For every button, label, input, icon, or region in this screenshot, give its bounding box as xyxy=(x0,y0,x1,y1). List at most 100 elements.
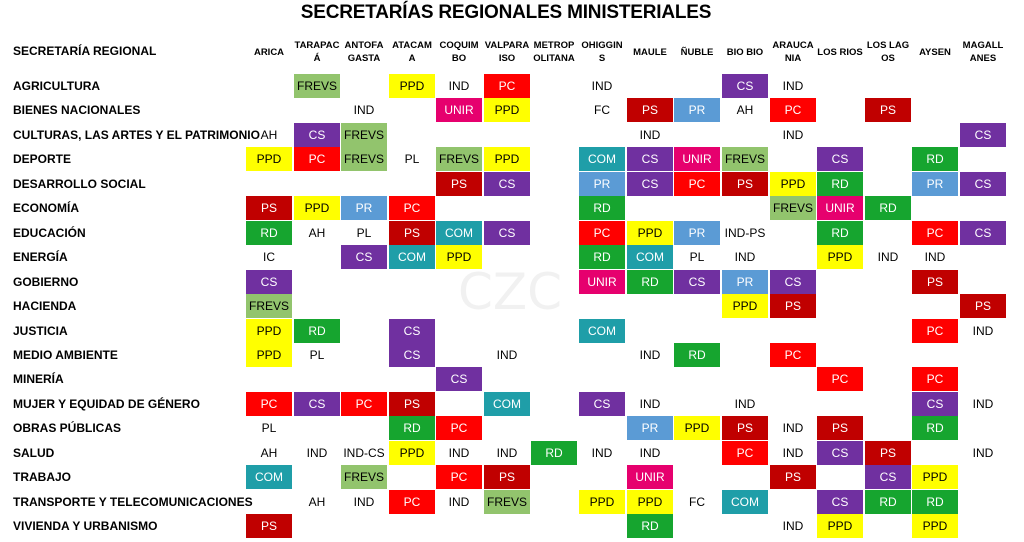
party-cell: CS xyxy=(484,221,530,245)
party-cell: COM xyxy=(579,147,625,171)
party-cell: AH xyxy=(736,103,754,117)
party-cell: PPD xyxy=(246,147,292,171)
party-cell: CS xyxy=(294,123,340,147)
party-cell: PR xyxy=(627,416,673,440)
party-cell: PS xyxy=(912,270,958,294)
party-cell: PC xyxy=(246,392,292,416)
party-cell: RD xyxy=(627,270,673,294)
party-cell: UNIR xyxy=(579,270,625,294)
party-cell: IND xyxy=(448,79,470,93)
party-cell: PL xyxy=(689,250,705,264)
party-cell: IND xyxy=(591,446,613,460)
party-cell: CS xyxy=(627,147,673,171)
party-cell: AH xyxy=(260,446,278,460)
party-cell: IND xyxy=(448,495,470,509)
party-cell: PS xyxy=(627,98,673,122)
party-cell: RD xyxy=(294,319,340,343)
party-cell: PR xyxy=(912,172,958,196)
party-cell: IND xyxy=(972,446,994,460)
party-cell: IND xyxy=(782,421,804,435)
party-cell: RD xyxy=(627,514,673,538)
party-cell: CS xyxy=(817,490,863,514)
party-cell: CS xyxy=(960,172,1006,196)
party-cell: CS xyxy=(674,270,720,294)
party-cell: IND xyxy=(639,397,661,411)
party-cell: PS xyxy=(865,441,911,465)
party-cell: IND xyxy=(972,324,994,338)
party-cell: PPD xyxy=(627,490,673,514)
party-cell: CS xyxy=(865,465,911,489)
column-header: COQUIM BO xyxy=(439,40,479,64)
party-cell: IND xyxy=(734,250,756,264)
party-cell: PC xyxy=(722,441,768,465)
party-cell: PPD xyxy=(770,172,816,196)
party-cell: PS xyxy=(722,172,768,196)
party-cell: PC xyxy=(389,196,435,220)
party-cell: RD xyxy=(865,196,911,220)
party-cell: PC xyxy=(341,392,387,416)
party-cell: PS xyxy=(770,294,816,318)
row-label: MINERÍA xyxy=(13,372,64,386)
party-cell: IND xyxy=(639,446,661,460)
party-cell: CS xyxy=(960,221,1006,245)
party-cell: RD xyxy=(912,416,958,440)
party-cell: IND xyxy=(782,79,804,93)
party-cell: PPD xyxy=(294,196,340,220)
party-cell: CS xyxy=(722,74,768,98)
party-cell: IND xyxy=(972,397,994,411)
party-cell: CS xyxy=(579,392,625,416)
party-cell: AH xyxy=(308,495,326,509)
party-cell: PPD xyxy=(912,465,958,489)
party-cell: PPD xyxy=(389,74,435,98)
party-cell: IC xyxy=(263,250,275,264)
column-header: AYSEN xyxy=(919,46,951,58)
party-cell: PS xyxy=(484,465,530,489)
party-cell: RD xyxy=(579,196,625,220)
row-label: MEDIO AMBIENTE xyxy=(13,348,118,362)
party-cell: FREVS xyxy=(341,147,387,171)
party-cell: UNIR xyxy=(627,465,673,489)
party-cell: FREVS xyxy=(341,123,387,147)
party-cell: PC xyxy=(817,367,863,391)
party-cell: PC xyxy=(436,465,482,489)
row-header-label: SECRETARÍA REGIONAL xyxy=(13,44,157,58)
party-cell: PC xyxy=(912,367,958,391)
party-cell: CS xyxy=(341,245,387,269)
row-label: MUJER Y EQUIDAD DE GÉNERO xyxy=(13,397,200,411)
party-cell: FREVS xyxy=(246,294,292,318)
party-cell: PPD xyxy=(579,490,625,514)
party-cell: RD xyxy=(389,416,435,440)
column-header: ANTOFA GASTA xyxy=(344,40,384,64)
party-cell: PC xyxy=(912,319,958,343)
party-cell: IND xyxy=(877,250,899,264)
party-cell: RD xyxy=(817,221,863,245)
page-title: SECRETARÍAS REGIONALES MINISTERIALES xyxy=(300,2,712,23)
party-cell: PPD xyxy=(817,514,863,538)
party-cell: CS xyxy=(389,343,435,367)
party-cell: IND xyxy=(306,446,328,460)
party-cell: PS xyxy=(722,416,768,440)
party-cell: CS xyxy=(436,367,482,391)
party-cell: CS xyxy=(246,270,292,294)
party-cell: FREVS xyxy=(294,74,340,98)
party-cell: RD xyxy=(912,490,958,514)
party-cell: CS xyxy=(294,392,340,416)
party-cell: PC xyxy=(770,98,816,122)
row-label: CULTURAS, LAS ARTES Y EL PATRIMONIO xyxy=(13,128,260,142)
party-cell: PPD xyxy=(484,98,530,122)
party-cell: PS xyxy=(389,221,435,245)
row-label: DESARROLLO SOCIAL xyxy=(13,177,146,191)
party-cell: CS xyxy=(912,392,958,416)
party-cell: PPD xyxy=(722,294,768,318)
party-cell: PS xyxy=(817,416,863,440)
party-cell: COM xyxy=(579,319,625,343)
party-cell: UNIR xyxy=(674,147,720,171)
party-cell: FC xyxy=(689,495,705,509)
party-cell: IND-PS xyxy=(724,226,766,240)
row-label: SALUD xyxy=(13,446,55,460)
party-cell: IND-CS xyxy=(343,446,385,460)
party-cell: PC xyxy=(389,490,435,514)
row-label: GOBIERNO xyxy=(13,275,79,289)
row-label: VIVIENDA Y URBANISMO xyxy=(13,519,158,533)
row-label: AGRICULTURA xyxy=(13,79,101,93)
